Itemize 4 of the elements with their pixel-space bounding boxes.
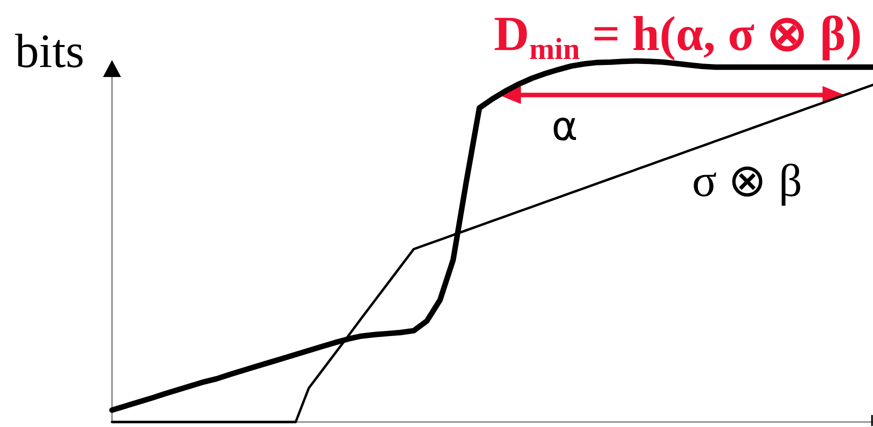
series-label: α — [551, 104, 578, 150]
y-axis-title: bits — [15, 25, 84, 78]
annotation: D$_{min}$ = h(α, σ ⊗ β) — [494, 6, 862, 66]
series-label: σ ⊗ β — [692, 154, 802, 206]
